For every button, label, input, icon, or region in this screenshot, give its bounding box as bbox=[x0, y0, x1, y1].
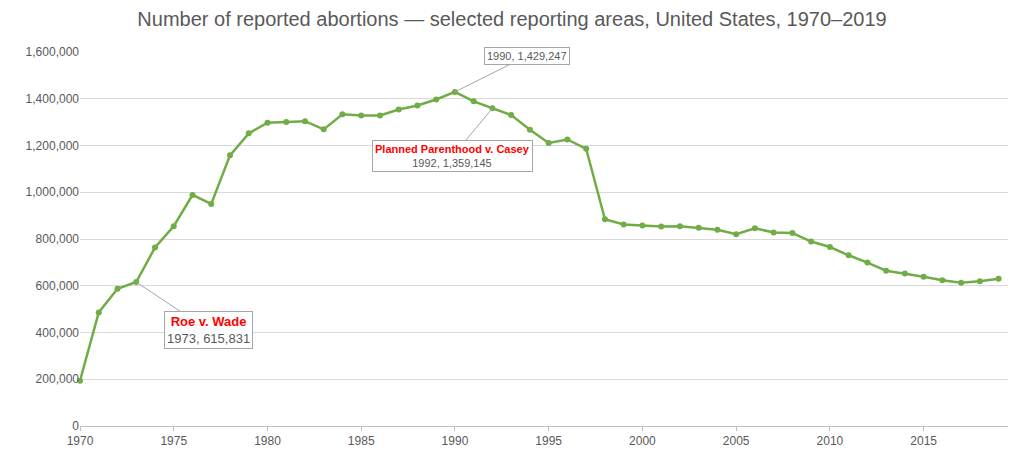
svg-text:2000: 2000 bbox=[629, 434, 656, 448]
svg-text:200,000: 200,000 bbox=[36, 372, 80, 386]
svg-text:2010: 2010 bbox=[817, 434, 844, 448]
svg-text:0: 0 bbox=[72, 419, 79, 433]
svg-text:1,200,000: 1,200,000 bbox=[26, 139, 80, 153]
svg-text:2005: 2005 bbox=[723, 434, 750, 448]
svg-text:Number of reported abortions —: Number of reported abortions — selected … bbox=[137, 8, 886, 30]
svg-text:1,400,000: 1,400,000 bbox=[26, 92, 80, 106]
svg-text:Planned Parenthood v. Casey199: Planned Parenthood v. Casey1992, 1,359,1… bbox=[375, 143, 530, 169]
svg-text:1970: 1970 bbox=[67, 434, 94, 448]
svg-text:600,000: 600,000 bbox=[36, 279, 80, 293]
svg-text:1985: 1985 bbox=[348, 434, 375, 448]
svg-text:1995: 1995 bbox=[535, 434, 562, 448]
svg-text:2015: 2015 bbox=[910, 434, 937, 448]
svg-text:1990: 1990 bbox=[442, 434, 469, 448]
svg-text:1980: 1980 bbox=[254, 434, 281, 448]
svg-text:800,000: 800,000 bbox=[36, 232, 80, 246]
svg-text:1990, 1,429,247: 1990, 1,429,247 bbox=[487, 50, 567, 62]
svg-text:1,000,000: 1,000,000 bbox=[26, 185, 80, 199]
svg-text:Roe v. Wade1973, 615,831: Roe v. Wade1973, 615,831 bbox=[167, 314, 250, 346]
svg-text:1,600,000: 1,600,000 bbox=[26, 45, 80, 59]
svg-text:1975: 1975 bbox=[160, 434, 187, 448]
svg-text:400,000: 400,000 bbox=[36, 326, 80, 340]
